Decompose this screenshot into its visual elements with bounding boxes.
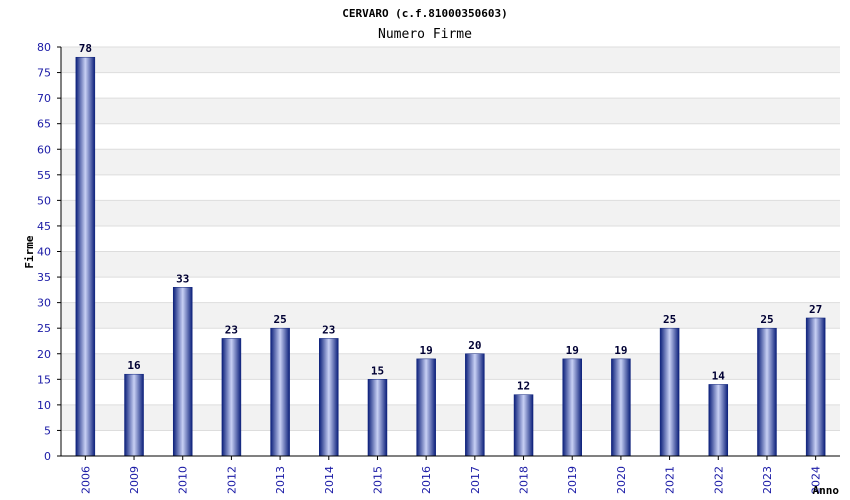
bar-2021 (659, 327, 680, 457)
data-label-2023: 25 (760, 313, 773, 326)
y-tick-label: 35 (37, 271, 51, 284)
x-tick-label-2020: 2020 (615, 466, 628, 494)
grid-band (61, 98, 840, 124)
y-tick-label: 30 (37, 297, 51, 310)
bar-2006 (75, 56, 96, 457)
bars (75, 56, 826, 457)
grid-bands (61, 47, 840, 431)
bar-2023 (757, 327, 777, 457)
y-tick-label: 15 (37, 373, 51, 386)
data-label-2015: 15 (371, 364, 384, 377)
x-tick-label-2023: 2023 (761, 466, 774, 494)
x-tick-label-2015: 2015 (371, 466, 384, 494)
bar-2013 (270, 327, 290, 457)
x-tick-label-2014: 2014 (323, 466, 336, 494)
y-tick-label: 20 (37, 348, 51, 361)
bar-2017 (465, 353, 485, 457)
y-tick-label: 75 (37, 67, 51, 80)
bar-2019 (562, 358, 582, 457)
chart-subtitle: Numero Firme (378, 27, 472, 42)
y-tick-label: 10 (37, 399, 51, 412)
y-tick-label: 45 (37, 220, 51, 233)
x-axis-label: Anno (813, 484, 840, 497)
data-label-2022: 14 (712, 369, 726, 382)
bar-2022 (708, 384, 729, 457)
data-label-2018: 12 (517, 380, 530, 393)
grid-band (61, 251, 840, 278)
x-tick-label-2024: 2024 (810, 466, 823, 494)
x-tick-label-2009: 2009 (128, 466, 141, 494)
y-tick-label: 50 (37, 194, 51, 207)
data-labels: 78 16 33 23 25 23 15 19 20 12 19 19 25 14 25 27 (79, 42, 823, 392)
bar-2010 (172, 287, 193, 457)
x-tick-label-2019: 2019 (566, 466, 579, 494)
grid-band (61, 200, 840, 226)
x-tick-label-2017: 2017 (469, 466, 482, 494)
bar-2012 (221, 338, 242, 457)
y-axis-label: Firme (23, 235, 36, 268)
y-tick-label: 80 (37, 41, 51, 54)
bar-2024 (805, 317, 826, 457)
x-tick-label-2022: 2022 (712, 466, 725, 494)
data-label-2019: 19 (566, 344, 579, 357)
x-tick-label-2012: 2012 (225, 466, 238, 494)
bar-2015 (367, 379, 388, 457)
bar-2018 (513, 394, 534, 457)
x-tick-label-2006: 2006 (79, 466, 92, 494)
y-tick-label: 65 (37, 118, 51, 131)
x-tick-label-2016: 2016 (420, 466, 433, 494)
x-tick-labels: 2006 2009 2010 2012 2013 2014 2015 2016 2017 2018… (79, 456, 823, 494)
data-label-2009: 16 (127, 359, 141, 372)
chart-title: CERVARO (c.f.81000350603) (342, 7, 508, 20)
y-tick-label: 40 (37, 246, 51, 259)
data-label-2006: 78 (79, 42, 92, 55)
y-tick-label: 25 (37, 322, 51, 335)
y-tick-label: 70 (37, 92, 51, 105)
data-label-2021: 25 (663, 313, 676, 326)
data-label-2012: 23 (225, 323, 238, 336)
data-label-2024: 27 (809, 303, 822, 316)
y-tick-label: 60 (37, 143, 51, 156)
y-tick-label: 0 (44, 450, 51, 463)
data-label-2017: 20 (468, 339, 481, 352)
y-tick-labels: 0 5 10 15 20 25 30 35 40 45 50 55 60 65 70 75 80 (37, 41, 51, 463)
bar-2020 (611, 358, 631, 457)
bar-2014 (319, 338, 339, 457)
bar-2009 (124, 373, 144, 457)
data-label-2014: 23 (322, 323, 335, 336)
y-tick-label: 55 (37, 169, 51, 182)
x-tick-label-2010: 2010 (177, 466, 190, 494)
bar-2016 (416, 358, 436, 457)
x-tick-label-2013: 2013 (274, 466, 287, 494)
grid-band (61, 47, 840, 73)
x-tick-label-2021: 2021 (664, 466, 677, 494)
data-label-2020: 19 (614, 344, 627, 357)
grid-band (61, 149, 840, 175)
x-tick-label-2018: 2018 (518, 466, 531, 494)
data-label-2013: 25 (273, 313, 286, 326)
data-label-2010: 33 (176, 272, 189, 285)
y-tick-label: 5 (44, 424, 51, 437)
data-label-2016: 19 (420, 344, 433, 357)
axes (60, 47, 840, 457)
